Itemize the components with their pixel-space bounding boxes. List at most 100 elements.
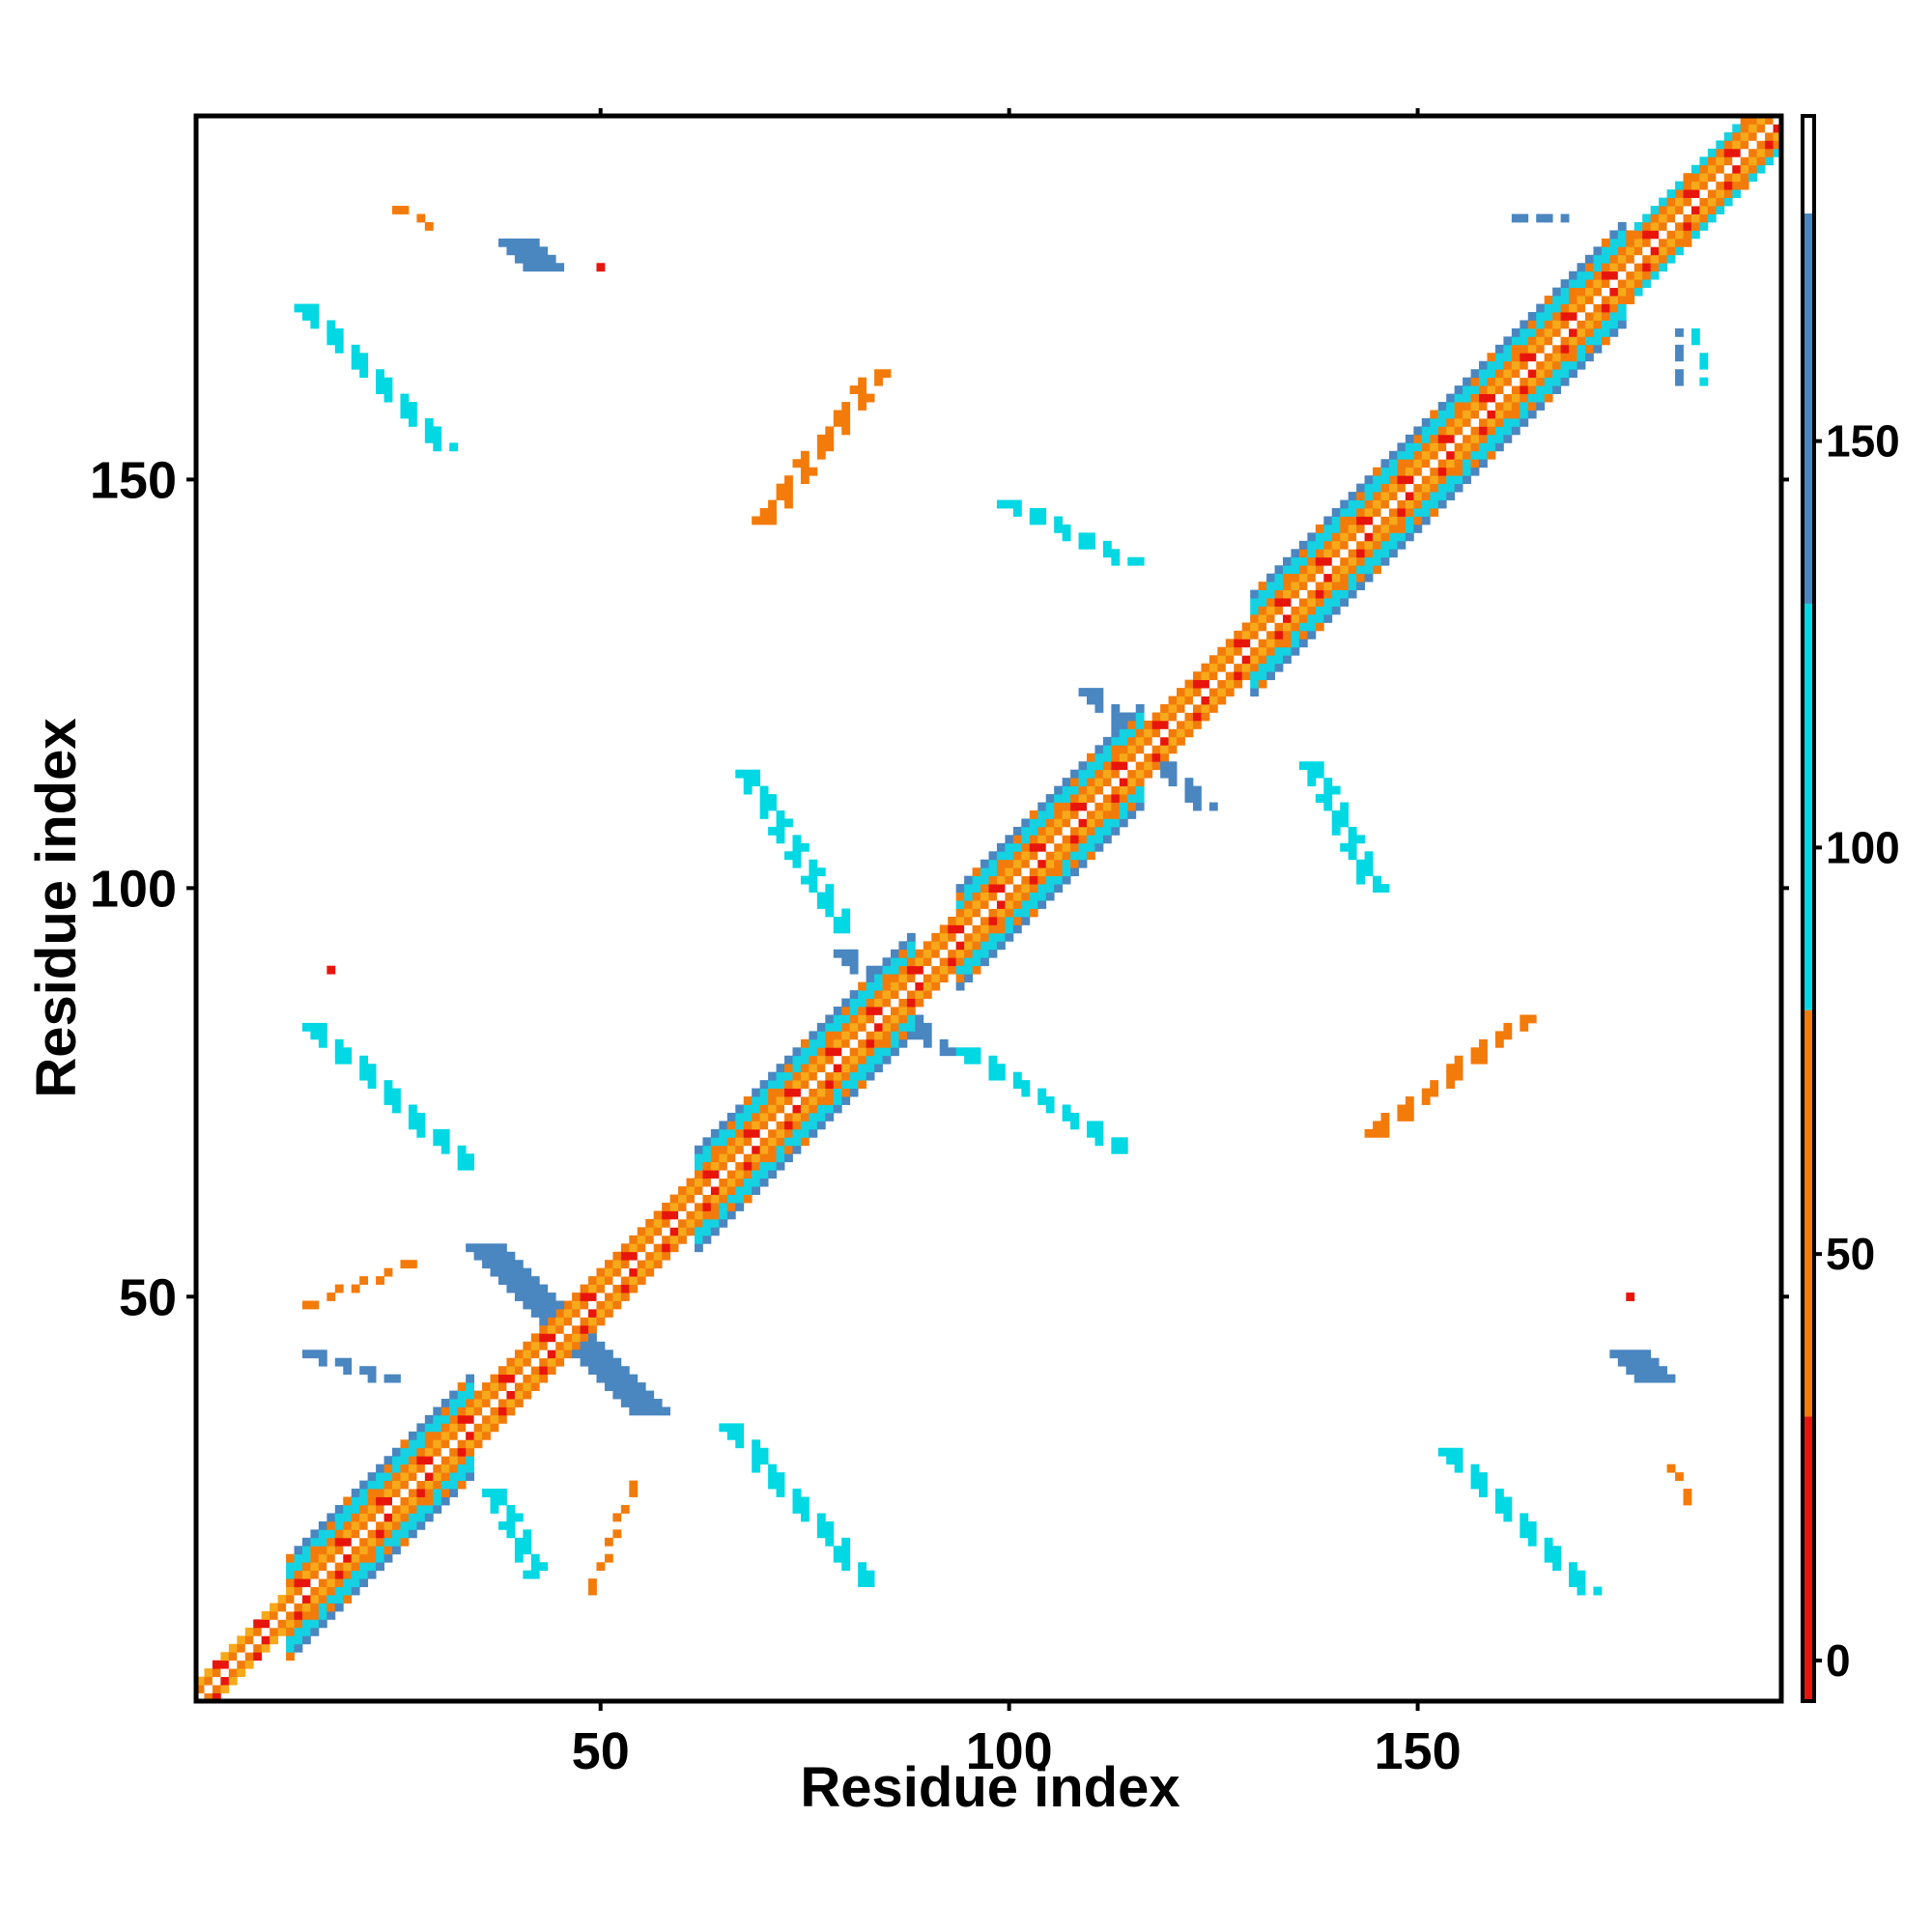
heatmap-cell xyxy=(809,1121,818,1130)
heatmap-cell xyxy=(743,1170,753,1179)
heatmap-cell xyxy=(800,1080,810,1089)
heatmap-cell xyxy=(400,1480,410,1490)
heatmap-cell xyxy=(1536,336,1546,346)
heatmap-cell xyxy=(1005,900,1014,909)
heatmap-cell xyxy=(1430,417,1439,427)
heatmap-cell xyxy=(1356,492,1365,500)
heatmap-cell xyxy=(1266,622,1275,632)
heatmap-cell xyxy=(735,1104,745,1114)
heatmap-cell xyxy=(906,990,916,999)
heatmap-cell xyxy=(1315,524,1324,533)
heatmap-cell xyxy=(890,998,899,1008)
heatmap-cell xyxy=(1659,206,1667,214)
heatmap-cell xyxy=(800,1038,810,1048)
heatmap-cell xyxy=(1601,303,1610,313)
heatmap-cell xyxy=(948,957,957,967)
heatmap-cell xyxy=(539,263,549,272)
heatmap-cell xyxy=(1560,213,1570,223)
heatmap-cell xyxy=(433,1423,442,1433)
heatmap-cell xyxy=(866,1047,875,1057)
heatmap-cell xyxy=(1037,835,1047,844)
heatmap-cell xyxy=(1527,1520,1537,1530)
heatmap-cell xyxy=(572,1293,581,1301)
heatmap-cell xyxy=(1127,745,1137,754)
heatmap-cell xyxy=(433,1463,442,1473)
heatmap-cell xyxy=(710,1161,720,1171)
heatmap-cell xyxy=(1184,720,1194,729)
heatmap-cell xyxy=(1241,646,1251,656)
heatmap-cell xyxy=(1454,1456,1463,1465)
heatmap-cell xyxy=(359,1553,369,1563)
heatmap-cell xyxy=(988,1064,998,1073)
heatmap-cell xyxy=(424,1496,434,1506)
heatmap-cell xyxy=(841,1031,851,1040)
heatmap-cell xyxy=(710,1227,720,1236)
heatmap-cell xyxy=(890,1038,899,1048)
heatmap-cell xyxy=(588,1366,597,1376)
heatmap-cell xyxy=(768,1472,777,1482)
heatmap-cell xyxy=(1765,124,1774,133)
heatmap-cell xyxy=(637,1260,646,1269)
heatmap-cell xyxy=(318,1038,327,1048)
heatmap-cell xyxy=(351,1586,360,1596)
heatmap-cell xyxy=(792,1104,802,1114)
heatmap-cell xyxy=(768,1153,777,1163)
heatmap-cell xyxy=(1544,312,1553,321)
heatmap-cell xyxy=(1380,532,1390,542)
heatmap-cell xyxy=(376,1480,384,1490)
heatmap-cell xyxy=(523,1529,532,1539)
heatmap-cell xyxy=(1405,516,1414,526)
heatmap-cell xyxy=(1690,230,1700,240)
heatmap-cell xyxy=(506,246,516,256)
heatmap-cell xyxy=(1690,221,1700,231)
heatmap-cell xyxy=(1087,696,1095,705)
heatmap-cell xyxy=(759,1112,769,1122)
heatmap-cell xyxy=(327,1603,336,1612)
heatmap-cell xyxy=(1094,835,1104,844)
heatmap-cell xyxy=(972,908,981,918)
heatmap-cell xyxy=(1593,263,1603,272)
heatmap-cell xyxy=(1054,826,1064,836)
heatmap-cell xyxy=(1683,189,1692,198)
heatmap-cell xyxy=(1307,622,1317,632)
heatmap-cell xyxy=(972,867,981,877)
heatmap-cell xyxy=(620,1504,630,1514)
heatmap-cell xyxy=(1437,442,1447,452)
heatmap-cell xyxy=(1258,582,1267,591)
heatmap-cell xyxy=(473,1399,483,1407)
heatmap-cell xyxy=(392,1537,401,1547)
heatmap-cell xyxy=(776,826,785,836)
heatmap-cell xyxy=(563,1324,573,1334)
heatmap-cell xyxy=(1045,851,1055,861)
heatmap-cell xyxy=(1340,565,1350,575)
heatmap-cell xyxy=(1005,875,1014,885)
heatmap-cell xyxy=(726,1121,736,1130)
heatmap-cell xyxy=(726,1137,736,1147)
heatmap-cell xyxy=(440,1456,450,1465)
heatmap-cell xyxy=(948,916,957,925)
heatmap-cell xyxy=(523,238,532,247)
heatmap-cell xyxy=(915,981,924,991)
heatmap-cell xyxy=(1560,344,1570,354)
heatmap-cell xyxy=(1699,360,1709,370)
heatmap-cell xyxy=(694,1178,703,1187)
heatmap-cell xyxy=(784,483,793,493)
heatmap-cell xyxy=(1234,679,1243,689)
heatmap-cell xyxy=(1307,532,1317,542)
heatmap-cell xyxy=(539,1300,549,1310)
heatmap-cell xyxy=(866,1031,875,1040)
heatmap-cell xyxy=(1520,1529,1529,1539)
heatmap-cell xyxy=(719,1137,728,1147)
heatmap-cell xyxy=(1356,516,1365,526)
heatmap-cell xyxy=(343,1357,353,1367)
heatmap-cell xyxy=(588,1324,597,1334)
heatmap-cell xyxy=(1340,516,1350,526)
heatmap-cell xyxy=(833,417,842,427)
heatmap-cell xyxy=(1479,1038,1488,1048)
heatmap-cell xyxy=(1544,296,1553,304)
heatmap-cell xyxy=(310,1546,320,1555)
heatmap-cell xyxy=(588,1341,597,1350)
heatmap-cell xyxy=(653,1243,663,1253)
heatmap-cell xyxy=(955,957,965,967)
heatmap-cell xyxy=(906,1031,916,1040)
